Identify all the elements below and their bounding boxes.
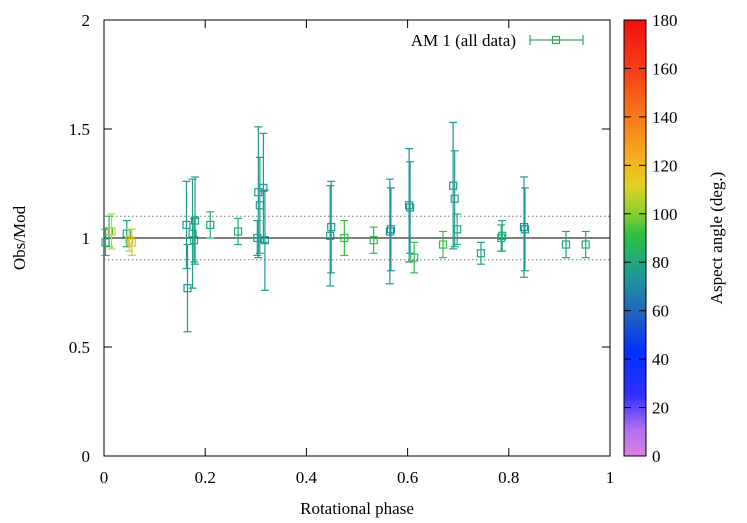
point-marker — [561, 240, 571, 249]
colorbar-tick-label: 100 — [652, 205, 678, 224]
data-point — [340, 219, 349, 257]
colorbar-tick-label: 180 — [652, 11, 678, 30]
colorbar-tick-label: 160 — [652, 59, 678, 78]
point-marker — [255, 201, 264, 210]
point-marker — [190, 216, 200, 225]
data-point — [107, 213, 116, 250]
point-marker — [385, 227, 394, 236]
point-marker — [326, 231, 335, 240]
data-point — [233, 217, 243, 246]
point-marker — [581, 240, 590, 249]
legend: AM 1 (all data) — [411, 31, 584, 50]
data-points — [101, 121, 590, 333]
colorbar-label: Aspect angle (deg.) — [707, 172, 726, 305]
point-marker — [127, 238, 136, 247]
x-tick-label: 1 — [606, 468, 615, 487]
y-tick-label: 1.5 — [69, 120, 90, 139]
x-tick-label: 0 — [100, 468, 109, 487]
colorbar-tick-label: 80 — [652, 253, 669, 272]
colorbar-tick-label: 140 — [652, 108, 678, 127]
y-axis-label: Obs/Mod — [10, 205, 29, 270]
data-point — [438, 230, 448, 259]
point-marker — [327, 223, 336, 232]
data-point — [369, 226, 378, 254]
y-tick-label: 2 — [82, 11, 91, 30]
colorbar-tick-label: 40 — [652, 350, 669, 369]
point-marker — [498, 231, 507, 240]
point-marker — [206, 220, 215, 230]
colorbar-tick-label: 120 — [652, 156, 678, 175]
point-marker — [369, 236, 378, 245]
data-point — [385, 178, 394, 285]
colorbar-tick-label: 60 — [652, 302, 669, 321]
point-marker — [125, 236, 134, 245]
data-point — [453, 213, 462, 246]
point-marker — [476, 249, 486, 258]
data-point — [581, 230, 590, 259]
point-marker — [520, 225, 530, 234]
point-marker — [107, 227, 116, 236]
data-point — [410, 241, 419, 274]
point-marker — [260, 236, 270, 245]
colorbar-tick-label: 0 — [652, 447, 661, 466]
data-point — [326, 185, 335, 287]
data-point — [519, 176, 529, 278]
y-tick-label: 0.5 — [69, 338, 90, 357]
data-point — [254, 126, 263, 259]
point-marker — [182, 220, 191, 230]
data-point — [561, 230, 571, 259]
colorbar — [623, 19, 647, 457]
colorbar-tick-label: 20 — [652, 399, 669, 418]
data-point — [260, 189, 270, 291]
point-marker — [450, 194, 459, 203]
data-point — [127, 228, 136, 257]
data-point — [450, 150, 459, 248]
point-marker — [406, 203, 415, 212]
data-point — [405, 148, 414, 263]
data-point — [498, 219, 507, 252]
data-point — [406, 161, 415, 254]
data-point — [327, 180, 336, 274]
x-tick-label: 0.2 — [195, 468, 216, 487]
point-marker — [410, 253, 419, 262]
point-marker — [189, 236, 199, 245]
point-marker — [449, 181, 458, 190]
point-marker — [453, 225, 462, 234]
axes: 0 0.2 0.4 0.6 0.8 1 0 0.5 1 1.5 2 — [69, 11, 615, 487]
data-point — [206, 211, 215, 239]
x-axis-label: Rotational phase — [300, 499, 414, 518]
point-marker — [519, 223, 529, 232]
point-marker — [254, 188, 263, 197]
point-marker — [438, 240, 448, 249]
point-marker — [405, 201, 414, 210]
data-point — [190, 176, 200, 265]
point-marker — [259, 183, 268, 192]
y-tick-label: 0 — [82, 447, 91, 466]
point-marker — [340, 233, 349, 243]
data-point — [259, 132, 268, 243]
x-tick-label: 0.8 — [498, 468, 519, 487]
x-tick-label: 0.4 — [296, 468, 318, 487]
legend-label: AM 1 (all data) — [411, 31, 516, 50]
point-marker — [233, 227, 243, 236]
point-marker — [497, 233, 506, 243]
data-point — [189, 217, 199, 263]
point-marker — [386, 225, 396, 234]
x-tick-label: 0.6 — [397, 468, 418, 487]
data-point — [520, 187, 530, 272]
data-point — [182, 180, 191, 270]
colorbar-ticks: 0 20 40 60 80 100 120 140 160 180 — [624, 11, 678, 466]
point-marker — [101, 238, 110, 247]
data-point — [386, 187, 396, 272]
reference-lines — [104, 215, 610, 261]
legend-marker — [551, 35, 561, 45]
data-point — [476, 241, 486, 265]
y-tick-label: 1 — [82, 229, 91, 248]
